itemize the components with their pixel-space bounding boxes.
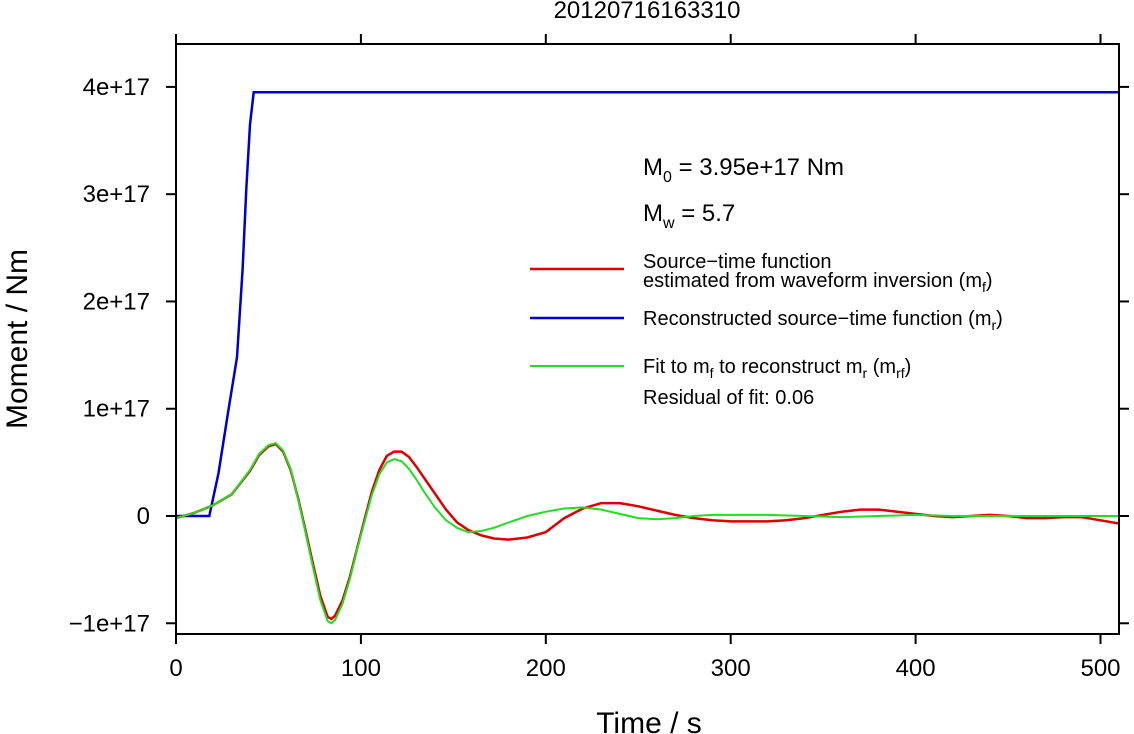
residual-annotation: Residual of fit: 0.06 (643, 387, 814, 409)
plot-frame (175, 43, 1120, 635)
x-tick-label: 0 (169, 655, 182, 682)
y-tick-label: 3e+17 (83, 181, 150, 208)
legend-label-source-time-function-line1: Source−time function (643, 251, 831, 273)
series-line-reconstructed-stf (177, 91, 1118, 518)
y-axis-right (1119, 85, 1129, 625)
series-line-source-time-function (177, 442, 1118, 621)
legend-label-reconstructed-stf: Reconstructed source−time function (mr) (643, 308, 1003, 333)
x-tick-label: 300 (711, 655, 751, 682)
x-tick-label: 200 (526, 655, 566, 682)
m0-annotation: M0 = 3.95e+17 Nm (643, 154, 844, 186)
series-line-fit (177, 441, 1118, 625)
x-axis-label: Time / s (596, 707, 702, 734)
y-tick-label: 4e+17 (83, 74, 150, 101)
mw-annotation: Mw = 5.7 (643, 200, 735, 232)
y-axis-label: Moment / Nm (1, 249, 34, 429)
x-tick-label: 400 (896, 655, 936, 682)
x-axis-top (175, 34, 1102, 44)
y-tick-label: 2e+17 (83, 288, 150, 315)
y-tick-label: 1e+17 (83, 396, 150, 423)
y-tick-label: 0 (137, 503, 150, 530)
x-tick-label: 100 (341, 655, 381, 682)
y-tick-label: −1e+17 (69, 610, 150, 637)
x-axis-bottom: 0 100 200 300 400 500 (169, 634, 1121, 682)
chart-title: 20120716163310 (554, 0, 741, 24)
legend: Source−time function estimated from wave… (530, 251, 1003, 409)
legend-label-fit: Fit to mf to reconstruct mr (mrf) (643, 356, 911, 381)
y-axis-left: −1e+17 0 1e+17 2e+17 3e+17 4e+17 (69, 74, 176, 637)
legend-label-source-time-function-line2: estimated from waveform inversion (mf) (643, 270, 993, 295)
x-tick-label: 500 (1080, 655, 1120, 682)
